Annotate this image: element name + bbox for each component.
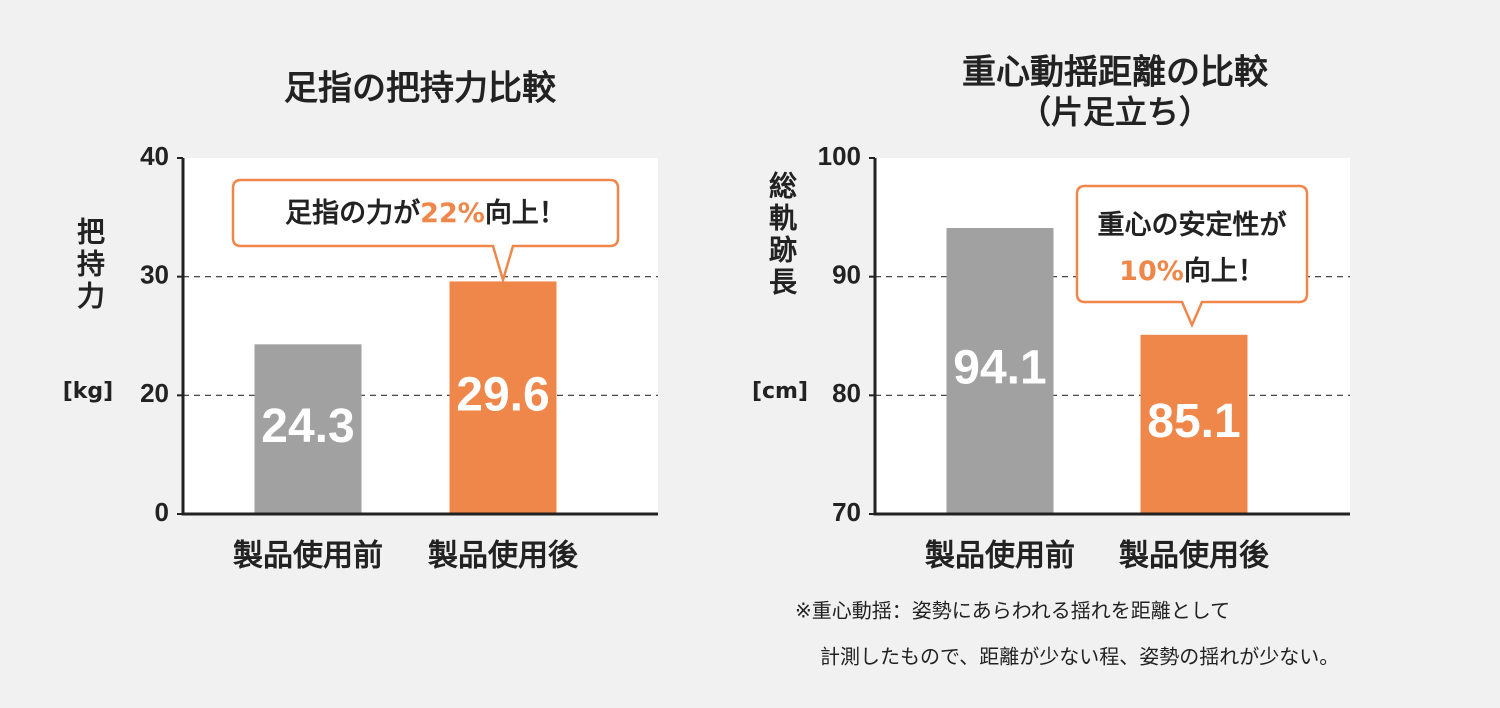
y-tick-label: 0 bbox=[155, 497, 169, 527]
x-tick-label: 製品使用後 bbox=[1119, 539, 1270, 574]
callout-text-part: 向上！ bbox=[485, 197, 566, 229]
bar-value-label: 94.1 bbox=[953, 342, 1046, 395]
y-tick-label: 100 bbox=[818, 141, 861, 171]
callout-box bbox=[1075, 184, 1309, 329]
y-tick-label: 40 bbox=[140, 141, 169, 171]
callout-box bbox=[231, 178, 620, 285]
callout-text-part: 足指の力が bbox=[285, 197, 420, 229]
y-axis-label: 把持力 bbox=[73, 217, 106, 313]
y-tick-label: 80 bbox=[832, 378, 861, 408]
callout-text-part: 10% bbox=[1119, 256, 1184, 287]
x-tick-label: 製品使用前 bbox=[925, 539, 1075, 574]
callout-text: 足指の力が22%向上！ bbox=[285, 197, 566, 229]
callout-text-part: 向上！ bbox=[1184, 255, 1265, 287]
y-axis-label: 総軌跡長 bbox=[765, 170, 798, 299]
callout-text: 10%向上！ bbox=[1119, 255, 1265, 287]
callout-text-part: 22% bbox=[420, 198, 485, 229]
y-tick-label: 30 bbox=[140, 260, 169, 290]
bar bbox=[254, 344, 362, 514]
footnote: 計測したもので、距離が少ない程、姿勢の揺れが少ない。 bbox=[820, 645, 1339, 669]
x-tick-label: 製品使用後 bbox=[428, 539, 579, 574]
y-axis-unit: [kg] bbox=[63, 379, 114, 404]
bar bbox=[946, 228, 1054, 514]
y-tick-label: 90 bbox=[832, 260, 861, 290]
y-tick-label: 70 bbox=[832, 497, 861, 527]
chart-subtitle: （片足立ち） bbox=[1019, 93, 1211, 131]
chart-title: 足指の把持力比較 bbox=[284, 69, 557, 109]
chart-title: 重心動揺距離の比較 bbox=[962, 53, 1269, 93]
callout-text-part: 重心の安定性が bbox=[1098, 209, 1287, 241]
bar bbox=[1140, 334, 1248, 514]
bar-value-label: 29.6 bbox=[456, 368, 549, 421]
y-tick-label: 20 bbox=[140, 378, 169, 408]
y-axis-unit: [cm] bbox=[752, 379, 808, 404]
bar-value-label: 85.1 bbox=[1147, 395, 1240, 448]
bar-value-label: 24.3 bbox=[261, 400, 354, 453]
x-tick-label: 製品使用前 bbox=[233, 539, 383, 574]
callout-text: 重心の安定性が bbox=[1098, 209, 1287, 241]
bar bbox=[449, 281, 557, 514]
footnote: ※重心動揺：姿勢にあらわれる揺れを距離として bbox=[795, 599, 1230, 623]
